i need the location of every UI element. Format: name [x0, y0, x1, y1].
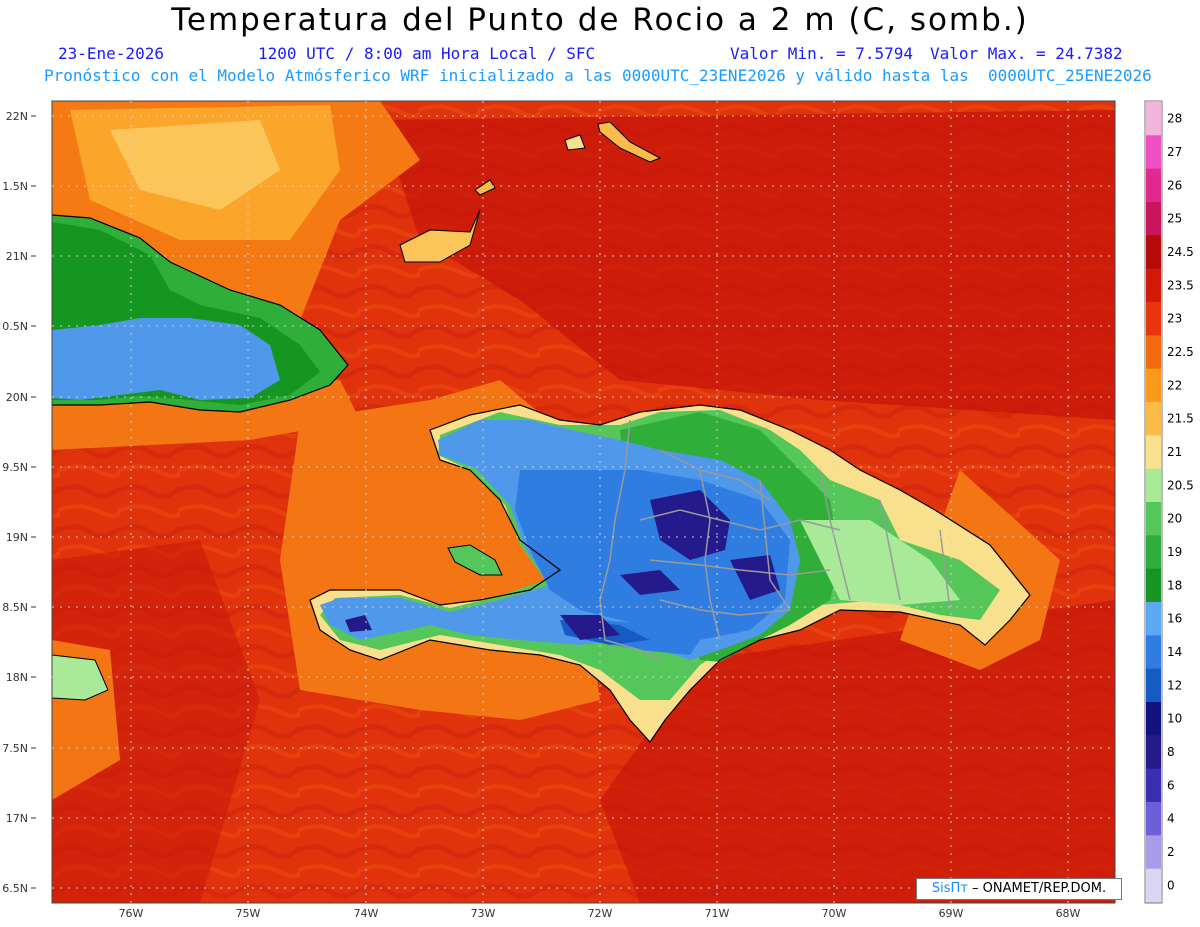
lat-label: 18N	[6, 671, 28, 684]
colorbar-swatch	[1146, 502, 1161, 536]
colorbar-label: 4	[1167, 812, 1175, 826]
colorbar-label: 28	[1167, 112, 1182, 126]
colorbar-label: 12	[1167, 678, 1182, 692]
colorbar-swatch	[1146, 602, 1161, 636]
colorbar-label: 2	[1167, 845, 1175, 859]
colorbar-label: 23.5	[1167, 278, 1194, 292]
colorbar-label: 10	[1167, 712, 1182, 726]
map-title: Temperatura del Punto de Rocio a 2 m (C,…	[171, 2, 1029, 38]
colorbar-swatch	[1146, 668, 1161, 703]
colorbar-label: 21	[1167, 445, 1182, 459]
graticule	[52, 101, 1115, 903]
colorbar-swatch	[1146, 102, 1161, 136]
lat-label: 22N	[6, 110, 28, 123]
colorbar-label: 0	[1167, 878, 1175, 892]
model-info: Pronóstico con el Modelo Atmósferico WRF…	[44, 66, 1152, 85]
lat-label: 9.5N	[2, 461, 28, 474]
lat-label: 21N	[6, 250, 28, 263]
colorbar-swatch	[1146, 168, 1161, 203]
credit-text: – ONAMET/REP.DOM.	[967, 881, 1107, 896]
colorbar-swatch	[1146, 868, 1161, 903]
lon-label: 69W	[939, 907, 964, 920]
colorbar-label: 22.5	[1167, 345, 1194, 359]
lat-label: 6.5N	[2, 882, 28, 895]
colorbar-label: 16	[1167, 612, 1182, 626]
colorbar-label: 23	[1167, 312, 1182, 326]
colorbar-swatch	[1146, 335, 1161, 370]
lat-label: 1.5N	[2, 180, 28, 193]
lat-label: 0.5N	[2, 320, 28, 333]
colorbar-label: 18	[1167, 578, 1182, 592]
lat-axis: 22N 1.5N 21N 0.5N 20N 9.5N 19N 8.5N 18N …	[2, 110, 36, 895]
min-value: Valor Min. = 7.5794	[730, 44, 914, 63]
lon-label: 72W	[588, 907, 613, 920]
colorbar-swatch	[1146, 302, 1161, 336]
colorbar-label: 14	[1167, 645, 1182, 659]
time-info: 1200 UTC / 8:00 am Hora Local / SFC	[258, 44, 596, 63]
colorbar-swatch	[1146, 635, 1161, 670]
lat-label: 20N	[6, 391, 28, 404]
map-frame	[51, 100, 1116, 904]
colorbar-swatch	[1146, 702, 1161, 736]
colorbar-label: 24.5	[1167, 245, 1194, 259]
colorbar: 2827262524.523.52322.52221.52120.5201918…	[1144, 100, 1194, 904]
forecast-date: 23-Ene-2026	[58, 44, 164, 63]
colorbar-label: 25	[1167, 212, 1182, 226]
colorbar-swatch	[1146, 568, 1161, 603]
colorbar-swatch	[1146, 735, 1161, 770]
credit-brand: SisПт	[931, 881, 968, 896]
dewpoint-field	[52, 101, 1115, 903]
colorbar-label: 22	[1167, 378, 1182, 392]
lat-label: 7.5N	[2, 742, 28, 755]
lat-label: 17N	[6, 812, 28, 825]
colorbar-swatch	[1146, 768, 1161, 803]
lon-label: 74W	[354, 907, 379, 920]
lat-label: 8.5N	[2, 601, 28, 614]
lat-label: 19N	[6, 531, 28, 544]
lon-label: 70W	[822, 907, 847, 920]
colorbar-label: 20	[1167, 512, 1182, 526]
max-value: Valor Max. = 24.7382	[930, 44, 1123, 63]
colorbar-swatch	[1146, 402, 1161, 436]
colorbar-label: 20.5	[1167, 478, 1194, 492]
colorbar-label: 26	[1167, 178, 1182, 192]
colorbar-swatch	[1146, 835, 1161, 870]
colorbar-swatch	[1146, 435, 1161, 470]
lon-label: 75W	[236, 907, 261, 920]
lon-label: 73W	[471, 907, 496, 920]
colorbar-label: 8	[1167, 745, 1175, 759]
colorbar-swatch	[1146, 535, 1161, 570]
colorbar-label: 19	[1167, 545, 1182, 559]
colorbar-swatch	[1146, 468, 1161, 503]
lon-label: 71W	[705, 907, 730, 920]
colorbar-swatch	[1146, 268, 1161, 303]
lon-axis: 76W 75W 74W 73W 72W 71W 70W 69W 68W	[119, 907, 1081, 920]
colorbar-swatch	[1146, 135, 1161, 170]
lon-label: 68W	[1056, 907, 1081, 920]
colorbar-label: 21.5	[1167, 412, 1194, 426]
colorbar-label: 6	[1167, 778, 1175, 792]
colorbar-label: 27	[1167, 145, 1182, 159]
colorbar-swatch	[1146, 802, 1161, 836]
colorbar-swatch	[1146, 235, 1161, 270]
credit-box: SisПт – ONAMET/REP.DOM.	[916, 878, 1122, 900]
lon-label: 76W	[119, 907, 144, 920]
colorbar-swatch	[1146, 202, 1161, 236]
colorbar-swatch	[1146, 368, 1161, 403]
